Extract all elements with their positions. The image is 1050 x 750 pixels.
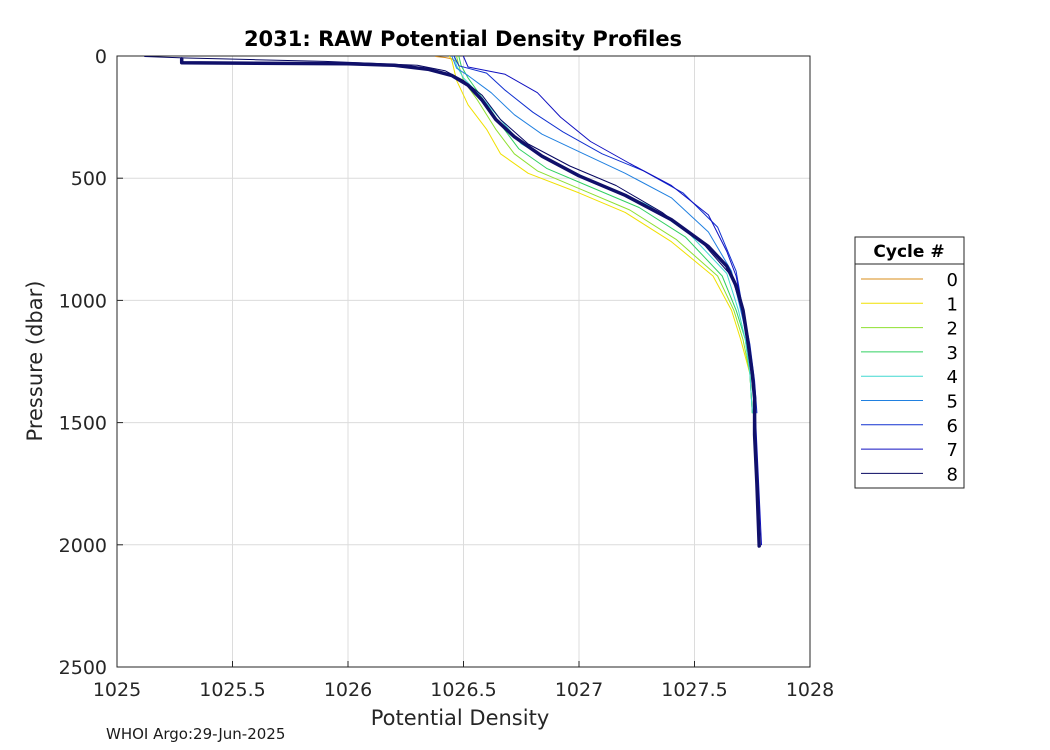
x-tick-label: 1027 [555, 679, 603, 701]
y-tick-label: 500 [71, 168, 107, 190]
legend-label: 3 [947, 343, 958, 364]
series-line-cycle-2 [456, 56, 753, 414]
legend-label: 8 [947, 464, 958, 485]
series-line-cycle-1 [449, 56, 753, 414]
x-tick-label: 1026 [324, 679, 372, 701]
legend-label: 4 [947, 367, 958, 388]
x-tick-label: 1025 [93, 679, 141, 701]
legend-label: 5 [947, 392, 958, 413]
legend-title: Cycle # [873, 242, 944, 262]
series-line-cycle-0 [435, 56, 458, 63]
y-tick-label: 1000 [59, 290, 107, 312]
legend-label: 1 [947, 294, 958, 315]
legend-label: 2 [947, 319, 958, 340]
series-line-cycle-5 [451, 56, 756, 414]
x-axis: 1025 1025.5 1026 1026.5 1027 1027.5 1028 [93, 661, 834, 701]
x-tick-label: 1026.5 [430, 679, 496, 701]
series-line-cycle-3 [458, 56, 753, 414]
y-tick-label: 1500 [59, 413, 107, 435]
x-tick-label: 1028 [786, 679, 834, 701]
legend-label: 0 [947, 270, 958, 291]
legend: Cycle # 0 1 2 3 4 5 6 7 8 [854, 236, 965, 489]
series-line-cycle-6 [453, 56, 758, 414]
legend-items: 0 1 2 3 4 5 6 7 8 [861, 270, 958, 485]
y-tick-label: 2000 [59, 535, 107, 557]
x-tick-label: 1027.5 [661, 679, 727, 701]
footer-credit: WHOI Argo:29-Jun-2025 [106, 725, 286, 743]
x-tick-label: 1025.5 [199, 679, 265, 701]
series-layer [144, 56, 762, 548]
y-tick-label: 2500 [59, 657, 107, 679]
x-axis-label: Potential Density [371, 706, 550, 730]
series-line-highlight [179, 57, 761, 548]
y-axis: 0 500 1000 1500 2000 2500 [59, 46, 123, 679]
series-line-cycle-4 [453, 56, 753, 414]
legend-label: 6 [947, 416, 958, 437]
chart-title: 2031: RAW Potential Density Profiles [244, 27, 682, 51]
y-axis-label: Pressure (dbar) [23, 281, 47, 442]
grid-lines [116, 55, 811, 668]
legend-label: 7 [947, 440, 958, 461]
y-tick-label: 0 [95, 46, 107, 68]
